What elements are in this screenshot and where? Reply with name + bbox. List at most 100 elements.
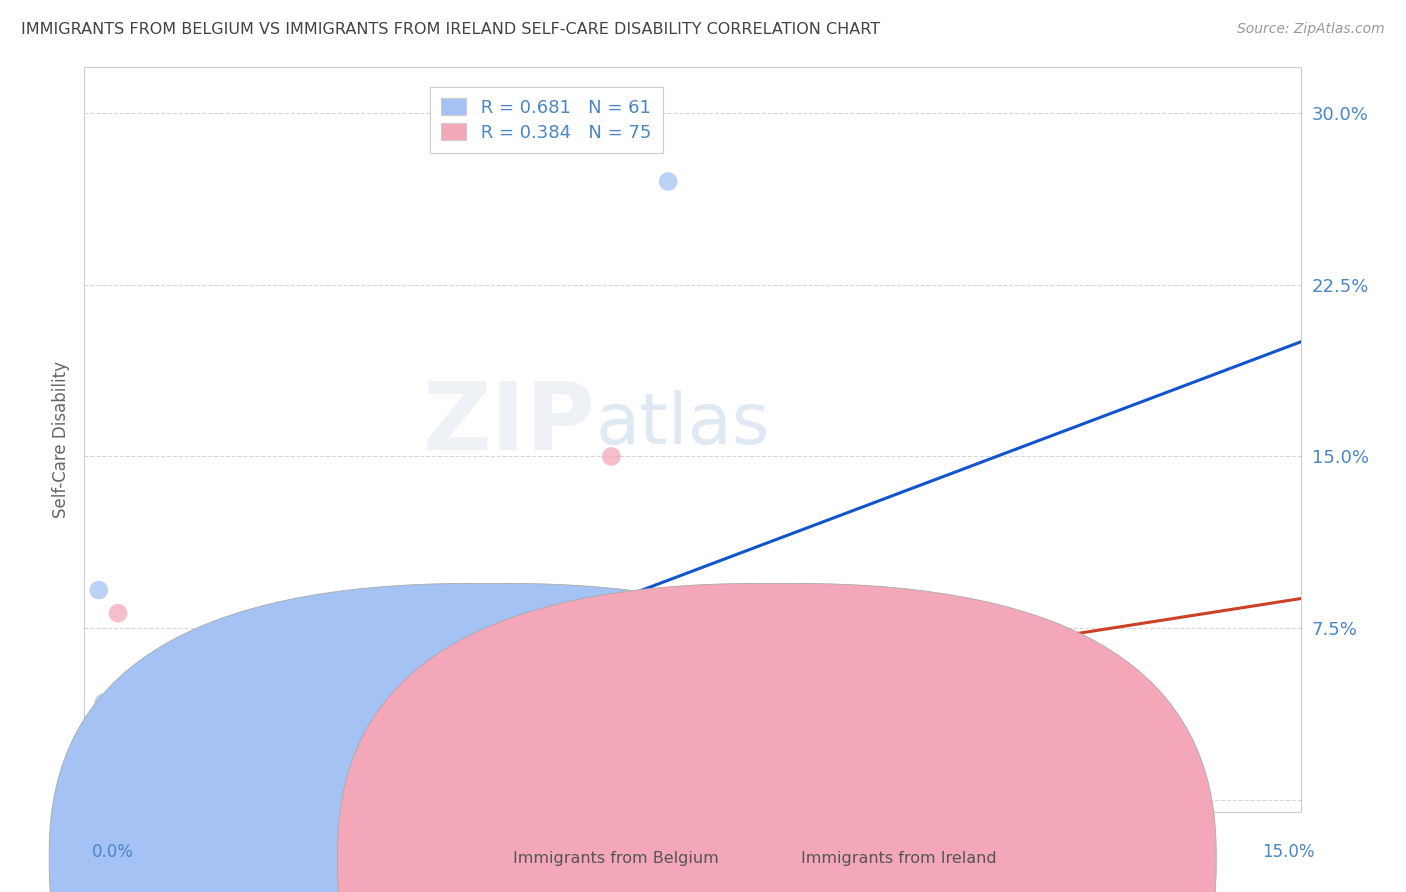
Point [82,736,104,750]
Point [157,679,180,693]
Point [93,696,115,710]
Point [83,782,105,797]
Point [217,739,239,753]
Point [170,762,193,776]
Point [98,769,121,783]
Point [105,776,128,790]
Point [231,778,253,792]
Point [82,779,104,793]
Point [84,791,107,805]
Point [124,747,146,762]
Point [112,791,135,805]
Point [201,748,224,763]
Point [82,745,104,759]
Point [105,791,128,805]
Point [350,681,373,695]
Point [188,791,211,805]
Point [121,791,143,805]
Point [291,729,314,743]
Point [84,791,107,805]
Point [94,739,117,753]
Point [160,747,183,762]
Point [364,762,387,776]
Point [232,633,254,648]
Point [165,735,187,749]
Point [82,791,104,805]
Point [114,724,136,739]
Point [97,705,120,719]
Point [217,784,239,798]
Point [87,583,110,598]
Point [82,766,104,780]
Legend:  R = 0.681   N = 61,  R = 0.384   N = 75: R = 0.681 N = 61, R = 0.384 N = 75 [430,87,662,153]
Point [87,786,110,800]
Point [82,753,104,767]
Point [155,743,177,757]
Point [247,683,270,698]
Point [132,755,155,769]
Point [87,745,110,759]
Point [82,782,104,797]
Point [132,707,155,722]
Point [170,785,193,799]
Point [239,735,262,749]
Point [292,706,315,721]
Point [84,745,107,759]
Point [94,739,117,753]
Point [339,749,361,764]
Point [600,450,623,464]
Point [117,791,139,805]
Point [350,737,373,751]
Point [104,791,127,805]
Point [82,791,104,805]
Point [153,708,176,723]
Point [125,731,148,745]
Point [159,791,181,805]
Point [97,751,120,765]
Point [96,756,118,771]
Text: Immigrants from Belgium: Immigrants from Belgium [513,852,718,866]
Point [301,731,323,745]
Point [205,791,228,805]
Point [257,739,280,753]
Point [156,709,179,723]
Point [112,681,135,695]
Point [124,775,146,789]
Point [204,789,226,803]
Point [82,749,104,764]
Point [329,687,352,701]
Point [84,770,107,784]
Point [86,717,108,731]
Point [354,687,377,701]
Point [254,791,277,805]
Point [82,727,104,741]
Point [208,748,231,763]
Point [280,717,302,731]
Point [103,725,125,739]
Point [173,724,195,739]
Point [269,738,291,752]
Point [84,778,107,792]
Point [657,174,679,188]
Point [148,765,170,780]
Point [104,791,127,805]
Point [299,623,322,637]
Point [195,724,218,739]
Point [187,719,209,733]
Point [86,765,108,780]
Text: Immigrants from Ireland: Immigrants from Ireland [801,852,997,866]
Point [118,698,141,713]
Point [219,706,242,721]
Point [82,724,104,739]
Point [195,791,218,805]
Point [89,713,111,727]
Text: 15.0%: 15.0% [1263,843,1315,861]
Point [110,791,132,805]
Point [82,764,104,778]
Point [172,734,194,748]
Text: Source: ZipAtlas.com: Source: ZipAtlas.com [1237,22,1385,37]
Point [129,736,152,750]
Point [143,745,166,759]
Point [181,791,204,805]
Point [204,681,226,695]
